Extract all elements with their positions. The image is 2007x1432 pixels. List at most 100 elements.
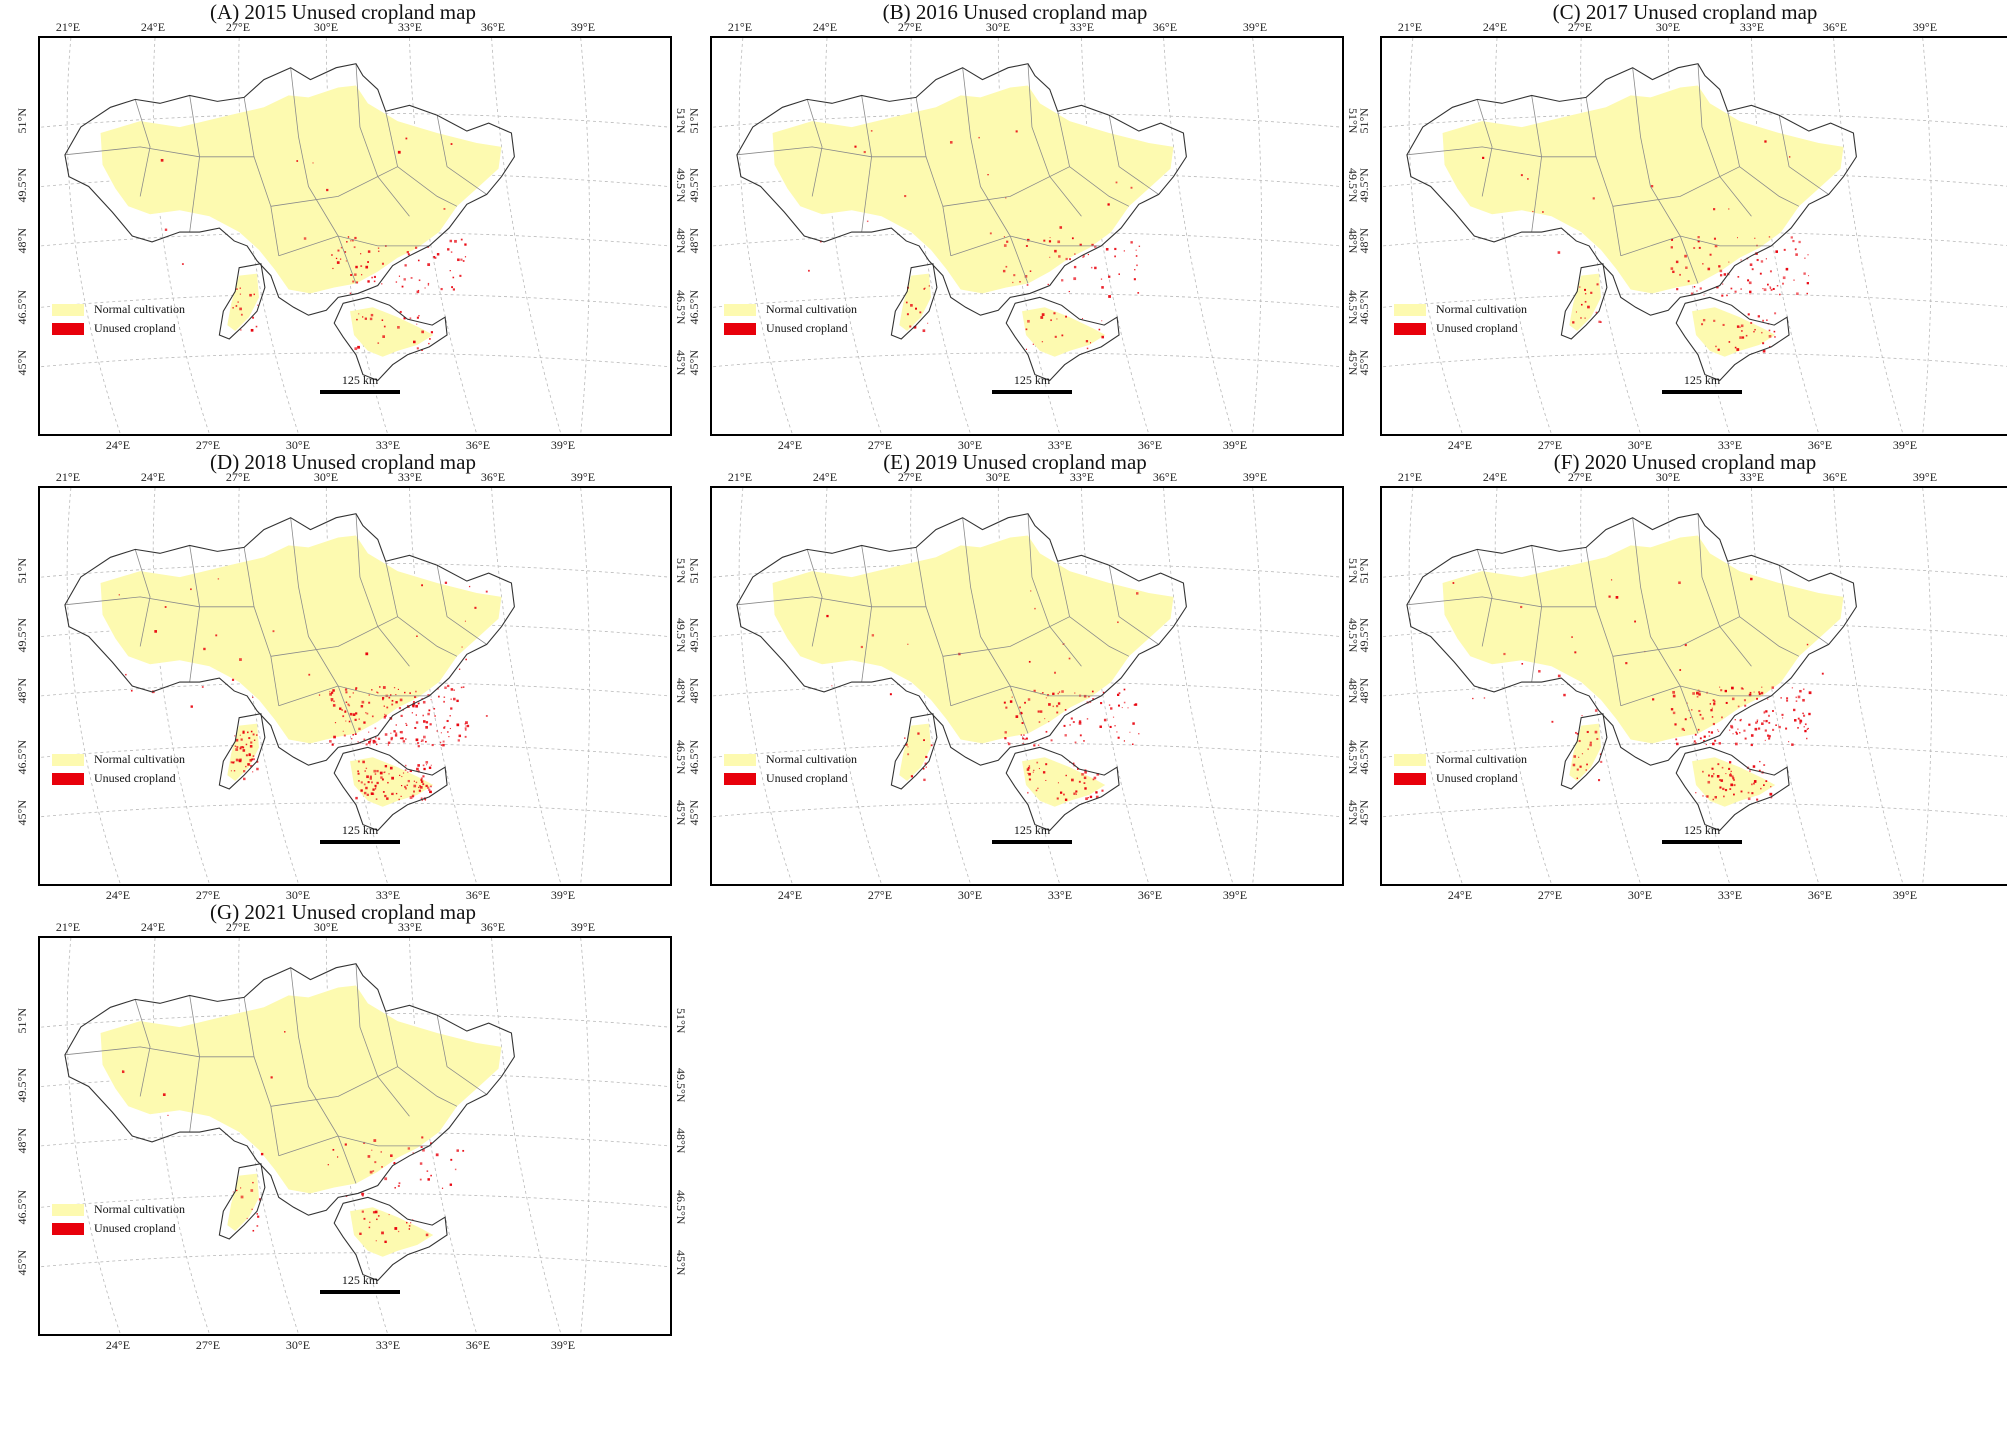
normal-cultivation-area [227, 723, 259, 782]
left-latitude-label: 49.5°N [15, 618, 29, 653]
oblast-borders [736, 513, 1159, 734]
legend-normal-cultivation: Normal cultivation [52, 1200, 185, 1219]
left-latitude-label: 48°N [15, 678, 29, 704]
legend-normal-cultivation: Normal cultivation [1394, 750, 1527, 769]
top-longitude-label: 27°E [225, 470, 251, 484]
scale-bar-line [992, 840, 1072, 844]
map-frame: Normal cultivation Unused cropland 125 km [1380, 486, 2007, 886]
right-latitude-label: 49.5°N [674, 168, 688, 203]
legend-label: Unused cropland [94, 321, 176, 335]
scale-bar-label: 125 km [1013, 373, 1051, 387]
map-canvas [1383, 488, 2007, 884]
legend-normal-cultivation: Normal cultivation [1394, 300, 1527, 319]
panel-title: (G) 2021 Unused cropland map [210, 900, 476, 924]
legend-swatch [724, 772, 756, 785]
legend-swatch [52, 753, 84, 766]
legend: Normal cultivation Unused cropland [52, 750, 185, 788]
bottom-longitude-label: 36°E [465, 438, 491, 452]
right-latitude-label: 46.5°N [674, 1190, 688, 1225]
left-latitude-label: 48°N [15, 228, 29, 254]
right-latitude-label: 46.5°N [674, 740, 688, 775]
panel-title: (D) 2018 Unused cropland map [210, 450, 476, 474]
bottom-longitude-label: 30°E [957, 888, 983, 902]
top-longitude-label: 24°E [1482, 20, 1508, 34]
top-longitude-label: 24°E [812, 20, 838, 34]
right-latitude-label: 46.5°N [1346, 740, 1360, 775]
right-latitude-label: 49.5°N [1346, 618, 1360, 653]
normal-cultivation-area [100, 985, 502, 1194]
map-frame: Normal cultivation Unused cropland 125 km [38, 936, 672, 1336]
right-latitude-label: 48°N [674, 678, 688, 704]
map-canvas [41, 488, 669, 884]
left-latitude-label: 46.5°N [687, 740, 701, 775]
top-longitude-label: 36°E [480, 920, 506, 934]
right-latitude-label: 48°N [1346, 678, 1360, 704]
right-latitude-label: 51°N [1346, 558, 1360, 584]
bottom-longitude-label: 39°E [550, 888, 576, 902]
normal-cultivation-area [1022, 307, 1106, 357]
legend-swatch [724, 303, 756, 316]
left-latitude-label: 51°N [1357, 108, 1371, 134]
top-longitude-label: 27°E [225, 920, 251, 934]
normal-cultivation-area [772, 535, 1174, 744]
left-latitude-label: 48°N [687, 678, 701, 704]
panel-title: (A) 2015 Unused cropland map [210, 0, 476, 24]
top-longitude-label: 27°E [897, 20, 923, 34]
legend-swatch [52, 772, 84, 785]
top-longitude-label: 27°E [897, 470, 923, 484]
bottom-longitude-label: 30°E [1627, 438, 1653, 452]
right-latitude-label: 49.5°N [674, 1068, 688, 1103]
map-frame: Normal cultivation Unused cropland 125 km [710, 486, 1344, 886]
country-border [1560, 263, 1608, 340]
map-canvas [713, 488, 1341, 884]
legend-unused-cropland: Unused cropland [52, 319, 185, 338]
top-longitude-label: 36°E [480, 20, 506, 34]
left-latitude-label: 45°N [1357, 800, 1371, 826]
country-border [333, 1196, 448, 1282]
country-border [64, 63, 515, 316]
legend-label: Normal cultivation [766, 752, 857, 766]
normal-cultivation-area [899, 723, 931, 782]
legend-swatch [52, 1203, 84, 1216]
panel-title: (C) 2017 Unused cropland map [1552, 0, 1818, 24]
normal-cultivation-area [772, 85, 1174, 294]
bottom-longitude-label: 33°E [1717, 888, 1743, 902]
left-latitude-label: 48°N [687, 228, 701, 254]
map-panel: (A) 2015 Unused cropland map 21°E 24°E 27°E… [15, 0, 688, 452]
bottom-longitude-label: 24°E [1447, 438, 1473, 452]
top-longitude-label: 33°E [397, 470, 423, 484]
top-longitude-label: 36°E [480, 470, 506, 484]
bottom-longitude-label: 39°E [1222, 888, 1248, 902]
normal-cultivation-area [227, 1173, 259, 1232]
right-latitude-label: 45°N [674, 800, 688, 826]
left-latitude-label: 51°N [15, 1008, 29, 1034]
scale-bar: 125 km [1662, 823, 1742, 844]
country-border [1406, 513, 1857, 766]
bottom-longitude-label: 24°E [777, 888, 803, 902]
left-latitude-label: 49.5°N [1357, 618, 1371, 653]
bottom-longitude-label: 27°E [1537, 888, 1563, 902]
normal-cultivation-area [227, 273, 259, 332]
left-latitude-label: 49.5°N [15, 1068, 29, 1103]
oblast-borders [1406, 513, 1829, 734]
top-longitude-label: 24°E [812, 470, 838, 484]
normal-cultivation-area [1442, 85, 1844, 294]
legend-label: Normal cultivation [1436, 752, 1527, 766]
normal-cultivation-area [100, 85, 502, 294]
legend-swatch [724, 753, 756, 766]
legend-label: Unused cropland [766, 321, 848, 335]
left-latitude-label: 48°N [1357, 678, 1371, 704]
left-latitude-label: 49.5°N [15, 168, 29, 203]
bottom-longitude-label: 33°E [1717, 438, 1743, 452]
top-longitude-label: 30°E [985, 20, 1011, 34]
bottom-longitude-label: 30°E [285, 1338, 311, 1352]
bottom-longitude-label: 39°E [1892, 888, 1918, 902]
bottom-longitude-label: 33°E [1047, 888, 1073, 902]
top-longitude-label: 21°E [1397, 470, 1423, 484]
right-latitude-label: 45°N [1346, 800, 1360, 826]
right-latitude-label: 48°N [674, 1128, 688, 1154]
legend: Normal cultivation Unused cropland [52, 1200, 185, 1238]
legend-label: Unused cropland [1436, 771, 1518, 785]
left-latitude-label: 51°N [1357, 558, 1371, 584]
legend-normal-cultivation: Normal cultivation [724, 750, 857, 769]
